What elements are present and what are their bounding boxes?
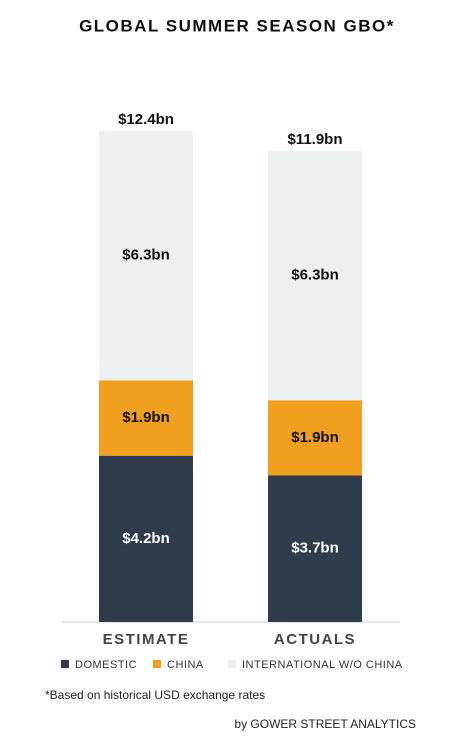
x-tick-label: ESTIMATE	[103, 631, 190, 648]
legend-label: CHINA	[167, 659, 204, 671]
legend-swatch	[61, 660, 69, 668]
value-label: $3.7bn	[291, 540, 339, 557]
total-label: $12.4bn	[118, 111, 174, 128]
bar-segment	[268, 400, 362, 476]
value-label: $6.3bn	[291, 266, 339, 283]
value-label: $1.9bn	[291, 429, 339, 446]
legend-swatch	[228, 660, 236, 668]
source: by GOWER STREET ANALYTICS	[234, 717, 416, 731]
value-label: $4.2bn	[122, 530, 170, 547]
bar-segment	[99, 455, 193, 622]
value-label: $6.3bn	[122, 247, 170, 264]
legend-label: DOMESTIC	[75, 659, 137, 671]
chart-title: GLOBAL SUMMER SEASON GBO*	[79, 16, 395, 35]
bar-segment	[99, 131, 193, 381]
total-label: $11.9bn	[287, 131, 342, 148]
legend-label: INTERNATIONAL W/O CHINA	[242, 659, 403, 671]
bar-segment	[268, 475, 362, 622]
bar-segment	[99, 380, 193, 456]
x-tick-label: ACTUALS	[274, 631, 356, 648]
bar-segment	[268, 150, 362, 401]
legend-swatch	[153, 660, 161, 668]
value-label: $1.9bn	[122, 409, 170, 426]
footnote: *Based on historical USD exchange rates	[45, 688, 265, 702]
